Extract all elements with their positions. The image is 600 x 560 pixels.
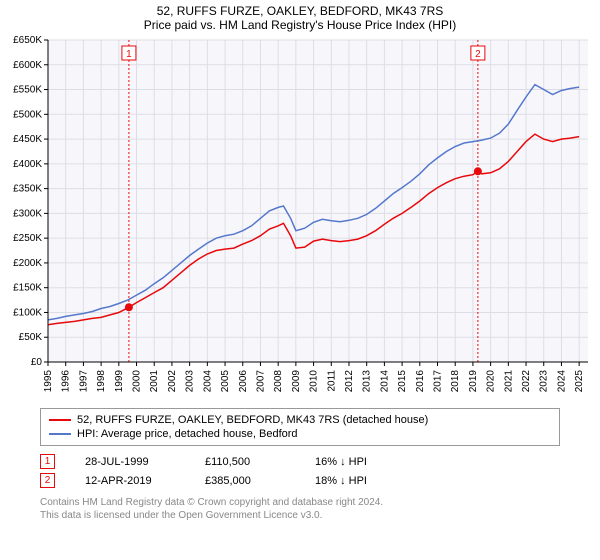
svg-text:2008: 2008 — [273, 370, 284, 393]
svg-text:2018: 2018 — [450, 370, 461, 393]
svg-text:2015: 2015 — [397, 370, 408, 393]
svg-text:1995: 1995 — [43, 370, 54, 393]
marker-row: 2 12-APR-2019 £385,000 18% ↓ HPI — [40, 471, 560, 490]
marker-table: 1 28-JUL-1999 £110,500 16% ↓ HPI 2 12-AP… — [40, 452, 560, 490]
legend-item: HPI: Average price, detached house, Bedf… — [49, 427, 551, 441]
svg-text:£300K: £300K — [13, 208, 42, 219]
svg-text:£150K: £150K — [13, 283, 42, 294]
marker-date: 12-APR-2019 — [85, 475, 175, 487]
svg-text:1: 1 — [126, 49, 132, 60]
svg-text:£600K: £600K — [13, 60, 42, 71]
marker-badge: 2 — [40, 473, 55, 488]
svg-text:2014: 2014 — [379, 370, 390, 393]
svg-text:2021: 2021 — [503, 370, 514, 393]
legend-label: 52, RUFFS FURZE, OAKLEY, BEDFORD, MK43 7… — [77, 414, 428, 426]
svg-text:£50K: £50K — [19, 332, 43, 343]
legend-label: HPI: Average price, detached house, Bedf… — [77, 428, 298, 440]
line-chart: 1 2 £0 £50K £100K £150K £200K £250K £300K £350K £4… — [0, 34, 600, 404]
marker-price: £385,000 — [205, 475, 285, 487]
marker-pct: 16% ↓ HPI — [315, 456, 405, 468]
attribution: Contains HM Land Registry data © Crown c… — [40, 496, 560, 522]
svg-text:2011: 2011 — [326, 370, 337, 392]
svg-text:2022: 2022 — [521, 370, 532, 393]
marker-pct: 18% ↓ HPI — [315, 475, 405, 487]
svg-text:2002: 2002 — [167, 370, 178, 393]
svg-text:2004: 2004 — [202, 370, 213, 393]
legend-swatch — [49, 419, 71, 421]
marker-date: 28-JUL-1999 — [85, 456, 175, 468]
svg-text:£550K: £550K — [13, 85, 42, 96]
svg-text:1997: 1997 — [78, 370, 89, 393]
svg-text:1996: 1996 — [61, 370, 72, 393]
marker-badge: 1 — [40, 454, 55, 469]
svg-text:2005: 2005 — [220, 370, 231, 393]
chart-titles: 52, RUFFS FURZE, OAKLEY, BEDFORD, MK43 7… — [0, 0, 600, 34]
svg-text:2000: 2000 — [132, 370, 143, 393]
svg-text:£350K: £350K — [13, 184, 42, 195]
svg-text:2010: 2010 — [309, 370, 320, 393]
svg-text:£0: £0 — [31, 357, 43, 368]
svg-text:2012: 2012 — [344, 370, 355, 393]
svg-text:£650K: £650K — [13, 35, 42, 46]
svg-text:2024: 2024 — [556, 370, 567, 393]
svg-text:£450K: £450K — [13, 134, 42, 145]
chart-title: 52, RUFFS FURZE, OAKLEY, BEDFORD, MK43 7… — [0, 4, 600, 18]
marker-price: £110,500 — [205, 456, 285, 468]
svg-text:2006: 2006 — [238, 370, 249, 393]
svg-text:2013: 2013 — [362, 370, 373, 393]
svg-text:2016: 2016 — [415, 370, 426, 393]
legend: 52, RUFFS FURZE, OAKLEY, BEDFORD, MK43 7… — [40, 408, 560, 446]
svg-text:2009: 2009 — [291, 370, 302, 393]
svg-text:2003: 2003 — [185, 370, 196, 393]
svg-text:2020: 2020 — [486, 370, 497, 393]
svg-text:2025: 2025 — [574, 370, 585, 393]
svg-text:2019: 2019 — [468, 370, 479, 393]
marker-row: 1 28-JUL-1999 £110,500 16% ↓ HPI — [40, 452, 560, 471]
attribution-line: Contains HM Land Registry data © Crown c… — [40, 496, 560, 509]
svg-text:2007: 2007 — [255, 370, 266, 393]
legend-item: 52, RUFFS FURZE, OAKLEY, BEDFORD, MK43 7… — [49, 413, 551, 427]
svg-text:1999: 1999 — [114, 370, 125, 393]
svg-text:2: 2 — [475, 49, 481, 60]
svg-text:2017: 2017 — [433, 370, 444, 393]
svg-text:£250K: £250K — [13, 233, 42, 244]
svg-text:£400K: £400K — [13, 159, 42, 170]
legend-swatch — [49, 433, 71, 435]
svg-text:1998: 1998 — [96, 370, 107, 393]
attribution-line: This data is licensed under the Open Gov… — [40, 509, 560, 522]
svg-text:£500K: £500K — [13, 109, 42, 120]
svg-text:2001: 2001 — [149, 370, 160, 393]
svg-text:£200K: £200K — [13, 258, 42, 269]
chart-area: 1 2 £0 £50K £100K £150K £200K £250K £300K £350K £4… — [0, 34, 600, 404]
svg-text:£100K: £100K — [13, 307, 42, 318]
svg-text:2023: 2023 — [539, 370, 550, 393]
chart-subtitle: Price paid vs. HM Land Registry's House … — [0, 18, 600, 32]
